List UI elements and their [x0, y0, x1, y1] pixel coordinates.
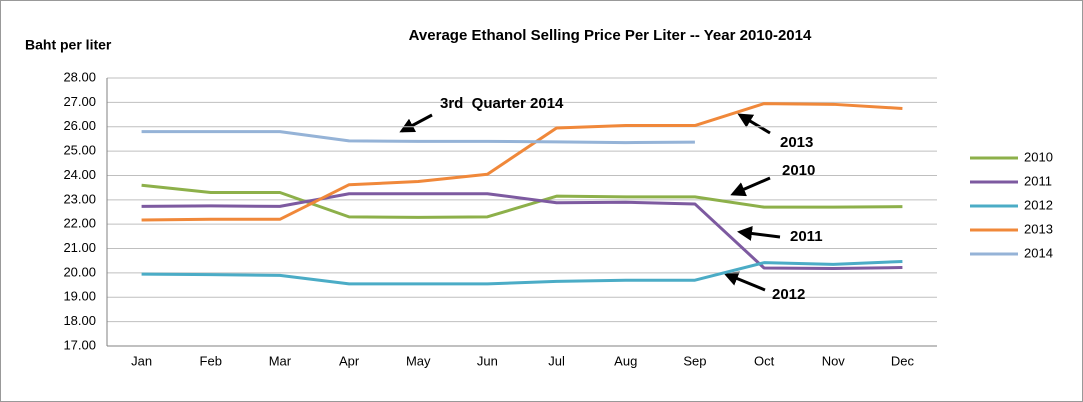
- series-line: [141, 259, 903, 286]
- y-tick-label: 26.00: [63, 118, 96, 133]
- annotation: 2012: [772, 286, 805, 303]
- x-tick-label: Aug: [614, 353, 637, 368]
- x-tick-label: Jan: [131, 353, 152, 368]
- annotation: 2011: [790, 228, 823, 245]
- x-tick-label: Feb: [200, 353, 222, 368]
- x-tick-label: Apr: [339, 353, 360, 368]
- x-tick-label: Sep: [683, 353, 706, 368]
- annotation: 2013: [780, 134, 813, 151]
- y-tick-label: 19.00: [63, 289, 96, 304]
- legend-label: 2014: [1024, 245, 1053, 260]
- x-tick-label: Mar: [269, 353, 292, 368]
- y-tick-label: 27.00: [63, 94, 96, 109]
- y-axis-label: Baht per liter: [25, 37, 112, 53]
- y-tick-label: 17.00: [63, 337, 96, 352]
- chart-title: Average Ethanol Selling Price Per Liter …: [409, 27, 812, 44]
- y-tick-label: 20.00: [63, 264, 96, 279]
- series-line: [141, 192, 903, 271]
- x-tick-label: Oct: [754, 353, 775, 368]
- series-line: [141, 183, 903, 219]
- y-tick-label: 23.00: [63, 191, 96, 206]
- y-tick-label: 18.00: [63, 313, 96, 328]
- x-tick-label: Dec: [891, 353, 915, 368]
- series-line: [141, 102, 903, 222]
- y-tick-label: 21.00: [63, 240, 96, 255]
- annotation: 2010: [782, 162, 815, 179]
- legend-label: 2010: [1024, 149, 1053, 164]
- legend-label: 2011: [1024, 173, 1052, 188]
- y-tick-label: 22.00: [63, 216, 96, 231]
- x-tick-label: May: [406, 353, 431, 368]
- x-tick-label: Nov: [822, 353, 846, 368]
- legend-label: 2013: [1024, 221, 1053, 236]
- x-tick-label: Jun: [477, 353, 498, 368]
- annotation: 3rd Quarter 2014: [440, 95, 564, 112]
- y-tick-label: 25.00: [63, 143, 96, 158]
- y-tick-label: 24.00: [63, 167, 96, 182]
- y-tick-label: 28.00: [63, 69, 96, 84]
- legend-label: 2012: [1024, 197, 1053, 212]
- annotation-arrows: [399, 113, 781, 292]
- x-tick-label: Jul: [548, 353, 565, 368]
- series-line: [141, 130, 695, 145]
